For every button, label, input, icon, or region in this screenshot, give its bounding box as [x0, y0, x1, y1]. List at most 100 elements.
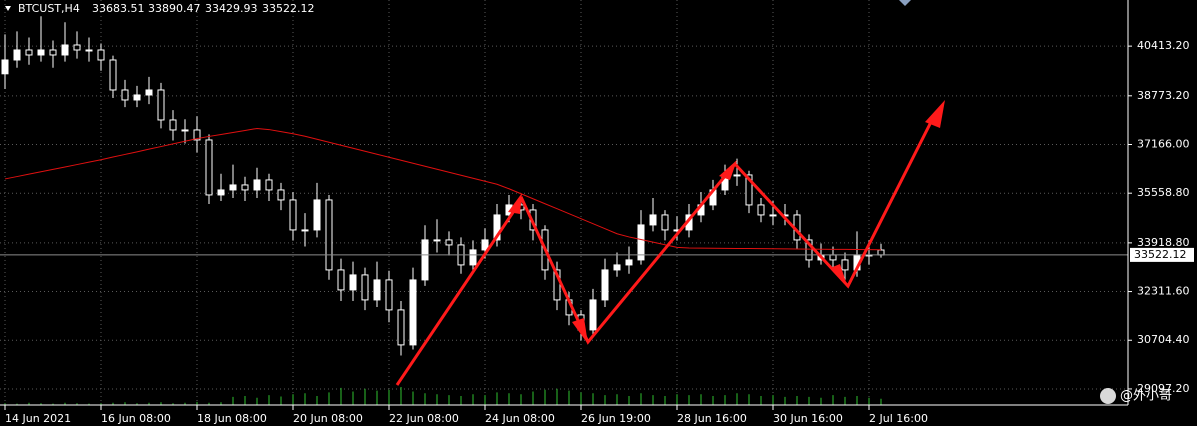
candle-body — [637, 224, 645, 261]
price-tag — [1130, 247, 1194, 262]
candle-body — [205, 139, 213, 196]
header: BTCUST,H4 33683.51 33890.47 33429.93 335… — [5, 2, 315, 15]
candle-body — [397, 309, 405, 346]
candle-body — [337, 269, 345, 291]
header-open: 33683.51 — [92, 2, 145, 15]
candle-body — [133, 94, 141, 101]
overlay — [0, 127, 1128, 256]
volume-layer — [4, 387, 882, 405]
x-tick-label: 2 Jul 16:00 — [869, 412, 928, 425]
candle-body — [589, 299, 597, 331]
candle-body — [277, 189, 285, 201]
candle-body — [37, 49, 45, 56]
x-tick-label: 28 Jun 16:00 — [677, 412, 747, 425]
candle-body — [481, 239, 489, 251]
x-tick-label: 24 Jun 08:00 — [485, 412, 555, 425]
candle-body — [757, 204, 765, 216]
candle-body — [169, 119, 177, 131]
candle-body — [145, 89, 153, 96]
candle-body — [625, 259, 633, 266]
candle-body — [373, 279, 381, 301]
candle-body — [313, 199, 321, 231]
candle-body — [109, 59, 117, 91]
candle-body — [49, 49, 57, 56]
candle-body — [157, 89, 165, 121]
candle-body — [85, 49, 93, 52]
moving-average — [4, 127, 882, 251]
y-tick-label: 38773.20 — [1137, 89, 1190, 102]
x-tick-label: 16 Jun 08:00 — [101, 412, 171, 425]
candle-body — [193, 129, 201, 141]
symbol: BTCUST,H4 — [18, 2, 80, 15]
candle-body — [217, 189, 225, 196]
candle-body — [745, 174, 753, 206]
x-tick-label: 26 Jun 19:00 — [581, 412, 651, 425]
arrow-head — [508, 193, 522, 214]
price-tag-label: 33522.12 — [1134, 248, 1187, 261]
dropdown-icon — [5, 6, 11, 11]
candle-body — [469, 249, 477, 266]
candles — [1, 16, 885, 356]
arrow-head — [830, 264, 848, 288]
candle-body — [241, 184, 249, 191]
watermark-text: @外小哥 — [1120, 389, 1172, 404]
candle-body — [661, 214, 669, 231]
header-low: 33429.93 — [205, 2, 258, 15]
candle-body — [877, 249, 885, 256]
candle-body — [1, 59, 9, 75]
candle-body — [25, 49, 33, 56]
candle-body — [253, 179, 261, 191]
x-tick-label: 18 Jun 08:00 — [197, 412, 267, 425]
candle-body — [289, 199, 297, 231]
y-tick-label: 40413.20 — [1137, 39, 1190, 52]
header-high: 33890.47 — [148, 2, 201, 15]
candle-body — [493, 214, 501, 241]
candle-body — [301, 229, 309, 232]
candle-body — [181, 129, 189, 132]
marker-icon — [899, 0, 911, 6]
watermark: @外小哥 — [1100, 388, 1172, 404]
y-tick-label: 35558.80 — [1137, 186, 1190, 199]
candle-body — [613, 264, 621, 271]
candle-body — [13, 49, 21, 61]
arrow-head — [925, 100, 945, 128]
y-tick-label: 33918.80 — [1137, 236, 1190, 249]
candle-body — [649, 214, 657, 226]
candle-body — [325, 199, 333, 271]
candle-body — [385, 279, 393, 311]
candle-body — [601, 269, 609, 301]
x-tick-label: 22 Jun 08:00 — [389, 412, 459, 425]
candle-body — [229, 184, 237, 191]
candle-body — [769, 214, 777, 217]
arrows — [395, 100, 945, 386]
candle-body — [97, 49, 105, 61]
trend-arrow — [395, 117, 935, 386]
candle-body — [421, 239, 429, 281]
candle-body — [445, 239, 453, 246]
candle-body — [433, 239, 441, 242]
arrow-head — [719, 160, 737, 180]
header-close: 33522.12 — [262, 2, 315, 15]
y-tick-label: 30704.40 — [1137, 333, 1190, 346]
y-tick-label: 29097.20 — [1137, 382, 1190, 395]
candle-body — [733, 174, 741, 177]
candle-body — [361, 274, 369, 301]
candle-body — [409, 279, 417, 346]
candle-body — [121, 89, 129, 101]
candle-body — [829, 254, 837, 261]
candle-body — [841, 259, 849, 271]
candle-body — [265, 179, 273, 191]
y-tick-label: 37166.00 — [1137, 138, 1190, 151]
candle-body — [349, 274, 357, 291]
watermark-icon — [1100, 388, 1116, 404]
candle-body — [805, 239, 813, 261]
candle-body — [61, 44, 69, 56]
x-tick-label: 30 Jun 16:00 — [773, 412, 843, 425]
candle-body — [73, 44, 81, 51]
candle-body — [553, 269, 561, 301]
arrow-head — [572, 318, 588, 344]
y-tick-label: 32311.60 — [1137, 285, 1190, 298]
